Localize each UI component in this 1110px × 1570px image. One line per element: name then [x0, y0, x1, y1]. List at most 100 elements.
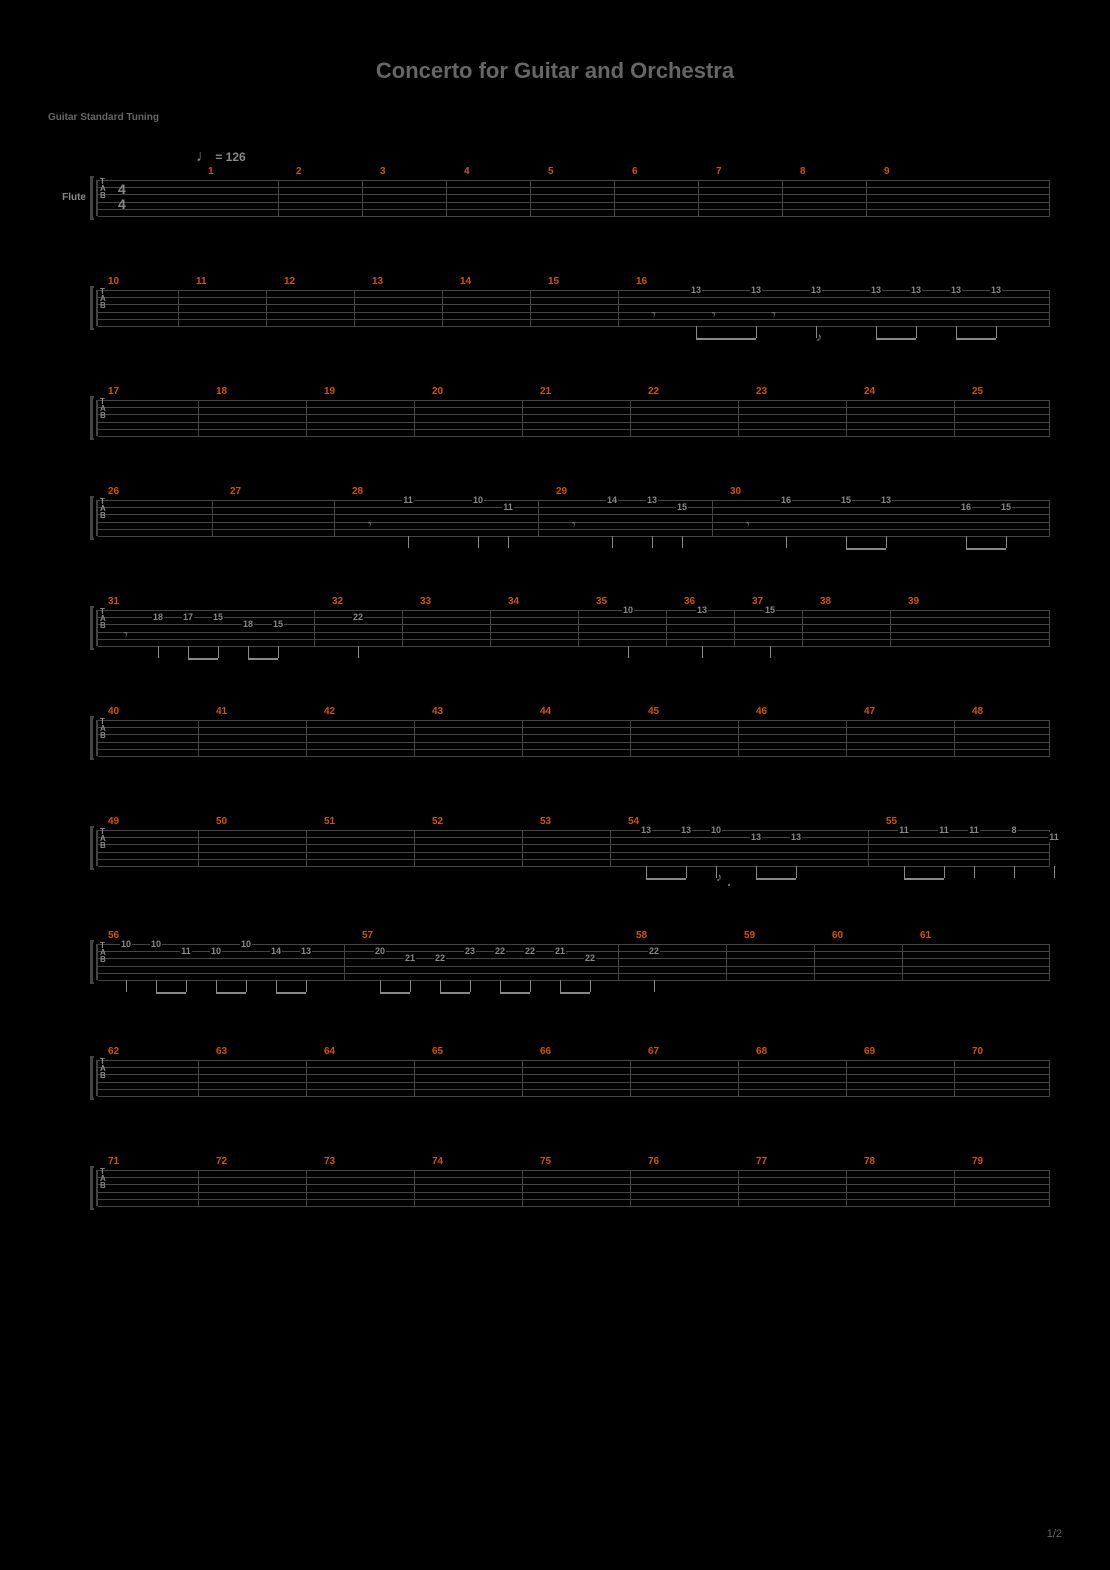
tab-lines: TAB626364656667686970 — [96, 1060, 1050, 1096]
tab-line — [98, 326, 1050, 327]
fret-number: 11 — [968, 825, 980, 835]
fret-number: 13 — [790, 832, 802, 842]
barline — [846, 400, 847, 436]
fret-number: 21 — [404, 953, 416, 963]
measure-number: 30 — [730, 486, 741, 497]
fret-number: 8 — [1010, 825, 1017, 835]
fret-number: 13 — [870, 285, 882, 295]
measure-number: 46 — [756, 706, 767, 717]
measure-number: 32 — [332, 596, 343, 607]
tab-line — [98, 646, 1050, 647]
measure-number: 54 — [628, 816, 639, 827]
barline — [954, 1170, 955, 1206]
fret-number: 13 — [696, 605, 708, 615]
tab-line — [98, 610, 1050, 611]
tab-line — [98, 1192, 1050, 1193]
measure-number: 59 — [744, 930, 755, 941]
staff-bracket — [90, 826, 94, 870]
measure-number: 40 — [108, 706, 119, 717]
note-stem — [756, 866, 757, 878]
barline — [198, 400, 199, 436]
fret-number: 13 — [990, 285, 1002, 295]
barline — [846, 1170, 847, 1206]
tab-lines: TAB404142434445464748 — [96, 720, 1050, 756]
measure-number: 20 — [432, 386, 443, 397]
barline — [414, 830, 415, 866]
note-stem — [770, 646, 771, 658]
measure-number: 24 — [864, 386, 875, 397]
page-number: 1/2 — [1047, 1528, 1062, 1540]
tab-line — [98, 209, 1050, 210]
measure-number: 65 — [432, 1046, 443, 1057]
tab-line — [98, 624, 1050, 625]
beam — [440, 992, 470, 994]
note-stem — [218, 646, 219, 658]
measure-number: 27 — [230, 486, 241, 497]
tab-line — [98, 852, 1050, 853]
barline — [362, 180, 363, 216]
note-stem — [590, 980, 591, 992]
barline — [442, 290, 443, 326]
tab-line — [98, 187, 1050, 188]
tab-line — [98, 507, 1050, 508]
barline — [954, 1060, 955, 1096]
tab-lines: TAB1011121314151613131313131313𝄾𝄾𝄾♪ — [96, 290, 1050, 326]
tab-line — [98, 1206, 1050, 1207]
beam — [188, 658, 218, 660]
barline — [630, 1060, 631, 1096]
barline — [866, 180, 867, 216]
beam — [756, 878, 796, 880]
note-stem — [966, 536, 967, 548]
measure-number: 67 — [648, 1046, 659, 1057]
barline — [630, 720, 631, 756]
end-barline — [1049, 400, 1050, 436]
note-stem — [612, 536, 613, 548]
barline — [734, 610, 735, 646]
fret-number: 11 — [1048, 832, 1060, 842]
tab-line — [98, 1067, 1050, 1068]
tab-line — [98, 312, 1050, 313]
note-stem — [248, 646, 249, 658]
beam — [956, 338, 996, 340]
measure-number: 51 — [324, 816, 335, 827]
barline — [738, 1170, 739, 1206]
fret-number: 17 — [182, 612, 194, 622]
barline — [618, 944, 619, 980]
measure-number: 66 — [540, 1046, 551, 1057]
barline — [212, 500, 213, 536]
measure-number: 23 — [756, 386, 767, 397]
tab-line — [98, 639, 1050, 640]
staff-bracket — [90, 496, 94, 540]
tab-line — [98, 500, 1050, 501]
note-stem — [188, 646, 189, 658]
tab-line — [98, 202, 1050, 203]
tab-line — [98, 749, 1050, 750]
staff-bracket — [90, 396, 94, 440]
barline — [890, 610, 891, 646]
barline — [738, 720, 739, 756]
note-stem — [944, 866, 945, 878]
measure-number: 18 — [216, 386, 227, 397]
note-stem — [696, 326, 697, 338]
measure-number: 48 — [972, 706, 983, 717]
note-stem — [886, 536, 887, 548]
measure-number: 3 — [380, 166, 386, 177]
measure-number: 57 — [362, 930, 373, 941]
rest-icon: 𝄾 — [572, 516, 576, 533]
note-stem — [478, 536, 479, 548]
fret-number: 13 — [300, 946, 312, 956]
staff: TAB26272829301110111413151615131615𝄾𝄾𝄾 — [96, 500, 1050, 536]
barline — [306, 1170, 307, 1206]
beam — [500, 992, 530, 994]
tab-line — [98, 958, 1050, 959]
tab-line — [98, 319, 1050, 320]
beam — [248, 658, 278, 660]
barline — [618, 290, 619, 326]
fret-number: 10 — [240, 939, 252, 949]
fret-number: 16 — [780, 495, 792, 505]
tab-lines: TAB26272829301110111413151615131615𝄾𝄾𝄾 — [96, 500, 1050, 536]
barline — [522, 400, 523, 436]
tab-line — [98, 1060, 1050, 1061]
staff-bracket — [90, 286, 94, 330]
tab-line — [98, 973, 1050, 974]
